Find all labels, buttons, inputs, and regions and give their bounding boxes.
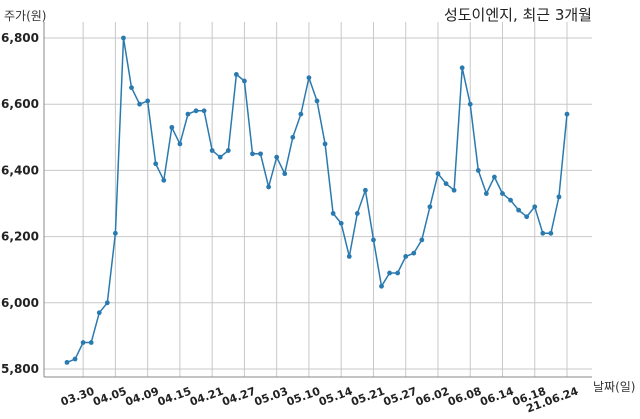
data-point xyxy=(459,65,465,71)
data-point xyxy=(112,230,118,236)
data-point xyxy=(290,134,296,140)
data-point xyxy=(153,161,159,167)
data-point xyxy=(72,356,78,362)
data-point xyxy=(80,340,86,345)
y-tick-label: 6,000 xyxy=(1,296,39,310)
data-point xyxy=(161,177,167,183)
data-point xyxy=(475,168,481,173)
data-point xyxy=(298,111,304,117)
data-point xyxy=(419,237,425,243)
data-point xyxy=(508,197,513,203)
data-point xyxy=(266,184,272,190)
data-point xyxy=(387,270,392,276)
data-point xyxy=(467,101,473,107)
data-point xyxy=(209,148,215,153)
data-point xyxy=(104,300,110,306)
y-axis-label: 주가(원) xyxy=(4,9,47,23)
series-line xyxy=(66,37,568,364)
data-point xyxy=(201,108,207,114)
data-point xyxy=(403,254,409,259)
data-point xyxy=(121,35,126,41)
data-point xyxy=(129,85,134,91)
data-point xyxy=(483,191,489,196)
data-point xyxy=(548,230,554,236)
data-point xyxy=(564,111,570,117)
data-point xyxy=(193,108,199,114)
data-point xyxy=(500,191,505,196)
data-point xyxy=(96,310,102,316)
data-point xyxy=(427,204,433,210)
y-tick-label: 6,800 xyxy=(1,31,39,45)
data-point xyxy=(443,181,449,187)
data-point xyxy=(137,101,142,107)
data-point xyxy=(64,359,70,365)
data-point xyxy=(379,283,384,289)
data-point xyxy=(322,141,328,147)
data-point xyxy=(282,171,288,177)
data-point xyxy=(346,254,352,259)
x-axis-label: 날짜(일) xyxy=(593,380,636,394)
data-point xyxy=(274,154,280,160)
data-point xyxy=(185,111,191,117)
data-point xyxy=(306,75,312,81)
y-tick-label: 6,600 xyxy=(1,97,39,111)
data-point xyxy=(540,230,546,236)
data-point xyxy=(314,98,320,104)
data-point xyxy=(516,207,522,213)
data-point xyxy=(451,187,457,193)
data-point xyxy=(217,154,223,160)
data-point xyxy=(258,151,263,157)
data-point xyxy=(225,148,231,153)
data-point xyxy=(177,141,183,147)
data-point xyxy=(411,250,417,256)
data-point xyxy=(435,171,441,177)
data-point xyxy=(145,98,151,104)
chart-title: 성도이엔지, 최근 3개월 xyxy=(443,6,592,24)
data-point xyxy=(371,237,376,243)
data-point xyxy=(492,174,497,180)
data-point xyxy=(233,72,239,77)
y-tick-label: 6,200 xyxy=(1,230,39,244)
y-tick-label: 5,800 xyxy=(1,362,39,376)
data-point xyxy=(88,340,94,345)
data-point xyxy=(354,211,360,216)
data-point xyxy=(532,204,538,210)
data-point xyxy=(242,78,247,84)
y-tick-label: 6,400 xyxy=(1,163,39,177)
data-point xyxy=(556,194,562,200)
data-point xyxy=(362,187,368,193)
data-point xyxy=(169,124,175,130)
data-point xyxy=(395,270,401,276)
data-point xyxy=(338,220,344,226)
data-point xyxy=(524,214,530,220)
data-point xyxy=(330,211,336,216)
data-point xyxy=(250,151,255,157)
